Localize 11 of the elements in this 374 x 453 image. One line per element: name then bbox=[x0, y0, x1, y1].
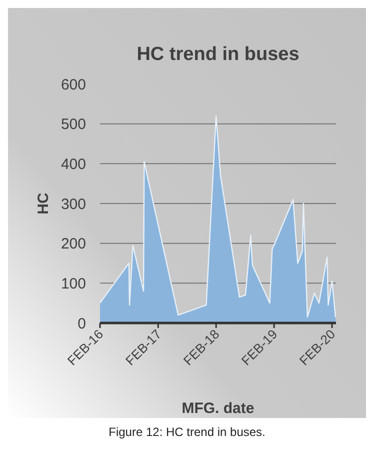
y-tick-label: 600 bbox=[60, 76, 86, 94]
x-axis-title: MFG. date bbox=[182, 400, 254, 417]
chart-title: HC trend in buses bbox=[136, 44, 300, 65]
y-tick-label: 500 bbox=[60, 116, 86, 134]
y-axis-title: HC bbox=[35, 192, 52, 214]
y-tick-label: 400 bbox=[60, 156, 86, 173]
caption: Figure 12: HC trend in buses. bbox=[108, 425, 266, 439]
y-tick-label: 100 bbox=[60, 275, 86, 292]
y-tick-label: 0 bbox=[78, 315, 86, 332]
y-tick-label: 300 bbox=[60, 196, 86, 213]
y-tick-label: 200 bbox=[60, 236, 86, 253]
